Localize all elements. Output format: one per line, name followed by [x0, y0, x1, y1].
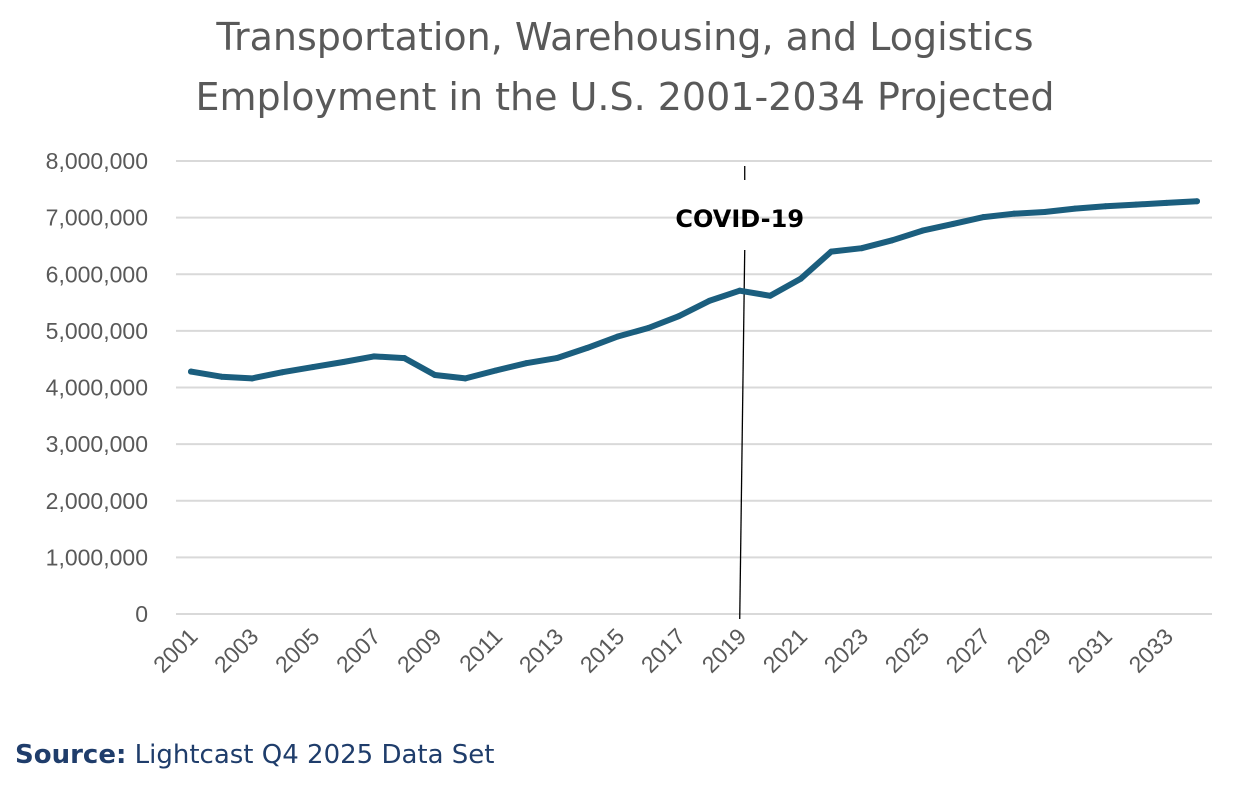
data-point	[736, 287, 743, 294]
x-tick-label: 2017	[636, 623, 691, 678]
data-point	[950, 220, 957, 227]
x-tick-label: 2033	[1123, 623, 1178, 678]
data-point	[340, 359, 347, 366]
chart-title-line-2: Employment in the U.S. 2001-2034 Project…	[196, 75, 1055, 119]
data-point	[188, 368, 194, 375]
data-point	[523, 360, 530, 367]
data-point	[767, 292, 774, 299]
series-line	[188, 198, 1200, 382]
data-point	[614, 333, 621, 340]
data-point	[828, 248, 835, 255]
data-point	[431, 372, 438, 379]
data-point	[706, 297, 713, 304]
data-point	[553, 355, 560, 362]
x-tick-label: 2001	[148, 623, 203, 678]
data-point	[584, 344, 591, 351]
covid-annotation: COVID-19	[675, 166, 804, 620]
data-point	[675, 313, 682, 320]
data-point	[279, 369, 286, 376]
data-point	[1133, 201, 1140, 208]
source-label: Source:	[15, 740, 127, 770]
x-tick-label: 2021	[758, 623, 813, 678]
data-point	[1072, 205, 1079, 212]
y-tick-label: 5,000,000	[46, 318, 148, 344]
x-tick-label: 2019	[697, 623, 752, 678]
x-tick-label: 2031	[1063, 623, 1118, 678]
x-tick-label: 2029	[1002, 623, 1057, 678]
data-point	[1102, 203, 1109, 210]
series	[188, 198, 1200, 382]
y-tick-label: 2,000,000	[46, 488, 148, 514]
data-point	[370, 353, 377, 360]
x-tick-label: 2003	[209, 623, 264, 678]
source-note: Source: Lightcast Q4 2025 Data Set	[15, 740, 495, 770]
source-text: Lightcast Q4 2025 Data Set	[126, 740, 495, 770]
data-point	[309, 364, 316, 371]
x-tick-label: 2011	[454, 623, 507, 676]
data-point	[1041, 208, 1048, 215]
gridlines	[176, 160, 1212, 615]
data-point	[401, 355, 408, 362]
data-point	[889, 237, 896, 244]
data-point	[1163, 199, 1170, 206]
data-point	[248, 375, 255, 382]
y-tick-label: 4,000,000	[46, 375, 148, 401]
y-tick-label: 8,000,000	[46, 148, 148, 174]
data-point	[1011, 210, 1018, 217]
data-point	[218, 373, 225, 380]
x-axis-tick-labels: 2001 2003 2005 2007 2009 2011 2013 2015 2017 2019…	[148, 623, 1178, 678]
data-point	[980, 214, 987, 221]
y-tick-label: 0	[135, 601, 148, 627]
x-tick-label: 2015	[575, 623, 630, 678]
data-point	[492, 367, 499, 374]
y-tick-label: 3,000,000	[46, 431, 148, 457]
data-point	[1194, 198, 1200, 205]
annotation-label: COVID-19	[675, 205, 804, 233]
data-point	[797, 275, 804, 282]
data-point	[919, 227, 926, 234]
y-axis-tick-labels: 0 1,000,000 2,000,000 3,000,000 4,000,000 5,0…	[46, 148, 148, 627]
annotation-line	[739, 249, 746, 620]
data-point	[645, 325, 652, 332]
y-tick-label: 1,000,000	[46, 544, 148, 570]
data-point	[858, 245, 865, 252]
x-tick-label: 2023	[819, 623, 874, 678]
x-tick-label: 2007	[331, 623, 386, 678]
data-point	[462, 375, 469, 382]
chart-title-line-1: Transportation, Warehousing, and Logisti…	[215, 15, 1033, 59]
y-tick-label: 7,000,000	[46, 205, 148, 231]
x-tick-label: 2025	[880, 623, 935, 678]
x-tick-label: 2013	[514, 623, 569, 678]
x-tick-label: 2005	[270, 623, 325, 678]
y-tick-label: 6,000,000	[46, 261, 148, 287]
x-tick-label: 2027	[941, 623, 996, 678]
x-tick-label: 2009	[392, 623, 447, 678]
